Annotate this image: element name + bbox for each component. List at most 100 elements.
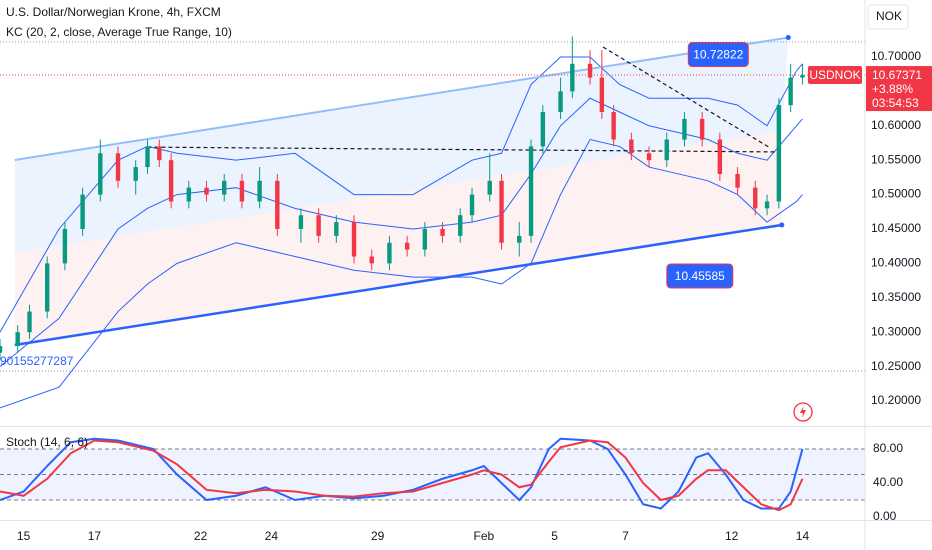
x-tick-label: Feb [473,529,494,543]
candle-body [157,146,162,161]
candle-body [98,153,103,195]
candle-body [440,228,445,236]
candle-body [62,228,68,264]
candle-body [257,180,262,202]
candle-body [646,153,652,161]
candle-body [611,112,616,140]
stoch-tick-label: 40.00 [873,475,903,489]
candle-body [351,222,357,257]
candle-body [469,194,475,216]
candle-body [735,173,740,188]
keltner-upper [0,56,803,333]
currency: NOK [876,9,902,23]
candle-body [717,139,723,174]
candle-body [168,160,174,202]
trendline-label-box [687,42,749,68]
candle-body [80,194,85,229]
trendline-end [785,35,791,41]
candle-body [387,242,392,264]
candle-body [788,77,793,106]
x-tick-label: 24 [265,529,279,543]
stoch-tick-label: 0.00 [873,509,897,523]
candle-body [27,311,32,333]
candle-body [558,91,563,113]
candle-body [422,228,428,250]
candle-body [599,77,605,113]
y-tick-label: 10.60000 [871,118,921,132]
candle-body [275,180,280,229]
stoch-tick-label: 80.00 [873,441,903,455]
candle-body [764,201,770,209]
candle-body [753,187,758,209]
candle-body [776,105,782,202]
y-tick-label: 10.20000 [871,393,921,407]
channel-fill-lower [14,131,782,345]
y-tick-label: 10.55000 [871,152,921,166]
trendline-label: 10.72822 [693,48,743,62]
stoch-line [0,439,804,512]
price-change: +3.88% [872,82,913,96]
candle-body [204,187,209,195]
candle-body [15,332,20,346]
stoch-pane [0,437,865,512]
channel-fill-upper [14,37,789,253]
candle-body [487,180,492,195]
candle-body [682,118,687,140]
x-tick-label: 22 [194,529,208,543]
candle-body [404,242,410,250]
y-tick-label: 10.50000 [871,187,921,201]
keltner-lower [0,138,803,409]
x-tick-label: 7 [622,529,629,543]
candle-body [540,112,546,147]
chart-title: U.S. Dollar/Norwegian Krone, 4h, FXCM [6,5,221,19]
indicator-title: KC (20, 2, close, Average True Range, 10… [6,25,232,39]
candle-body [458,215,463,236]
candle-body [0,345,3,353]
candle-body [334,222,339,236]
currency-box[interactable] [867,4,909,30]
candle-body [528,146,534,236]
candle-body [298,215,304,229]
candle-body [664,139,669,161]
trendline [14,223,782,347]
alert-icon[interactable] [793,402,813,422]
x-tick-label: 12 [725,529,739,543]
symbol-label: USDNOK [809,68,860,82]
x-tick-label: 29 [371,529,385,543]
candle-body [186,187,192,202]
x-tick-label: 5 [551,529,558,543]
candle-body [800,75,805,78]
candle-body [629,139,634,154]
candle-body [517,235,522,243]
y-tick-label: 10.40000 [871,256,921,270]
candle-body [699,118,705,140]
candle-body [570,63,575,92]
last-price: 10.67371 [872,68,922,82]
keltner-middle [0,97,803,367]
candle-body [316,215,321,236]
candle-body [239,180,245,202]
dashed-line [602,46,771,149]
trendline-label-box [666,263,734,289]
symbol-box [808,66,862,85]
trendline-label: 10.45585 [675,269,725,283]
stoch-band [0,449,865,501]
candle-body [222,180,227,195]
countdown: 03:54:53 [872,96,919,110]
candle-body [499,180,504,243]
main-pane [0,36,865,409]
x-tick-label: 14 [796,529,810,543]
y-tick-label: 10.30000 [871,324,921,338]
candle-body [145,146,150,168]
x-tick-label: 15 [17,529,31,543]
y-tick-label: 10.70000 [871,49,921,63]
candle-body [45,263,50,312]
candle-body [369,256,374,264]
trendline-end [779,222,785,228]
y-tick-label: 10.45000 [871,221,921,235]
trendline [14,36,789,161]
cut-label: 90155277287 [0,354,74,368]
y-tick-label: 10.35000 [871,290,921,304]
